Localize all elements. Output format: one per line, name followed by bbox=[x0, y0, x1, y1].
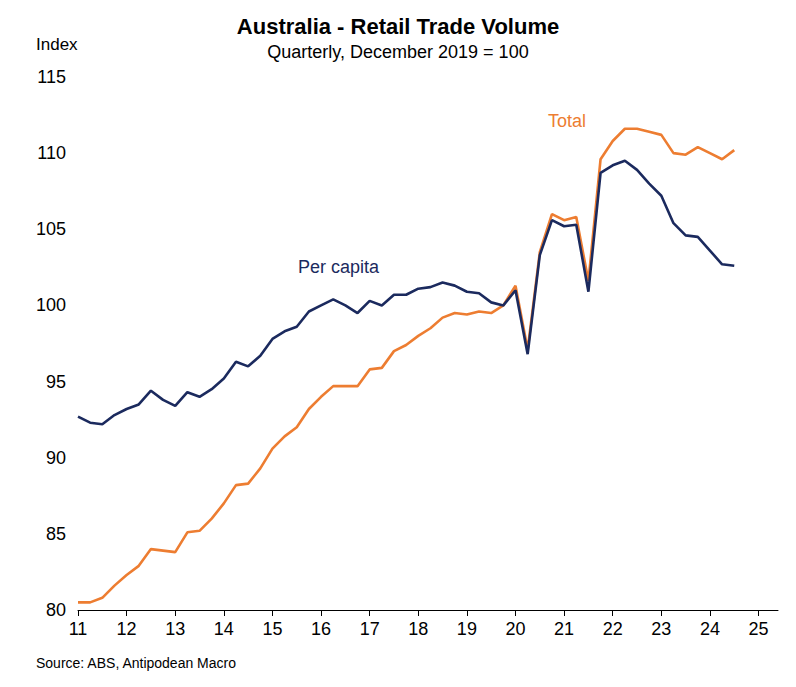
svg-text:24: 24 bbox=[700, 619, 720, 639]
svg-text:Index: Index bbox=[36, 35, 78, 54]
svg-text:15: 15 bbox=[262, 619, 282, 639]
svg-text:19: 19 bbox=[457, 619, 477, 639]
svg-text:12: 12 bbox=[117, 619, 137, 639]
svg-text:20: 20 bbox=[505, 619, 525, 639]
svg-text:115: 115 bbox=[37, 67, 66, 87]
svg-text:90: 90 bbox=[46, 448, 66, 468]
svg-text:100: 100 bbox=[36, 295, 66, 315]
svg-text:17: 17 bbox=[360, 619, 380, 639]
svg-text:Source: ABS, Antipodean Macro: Source: ABS, Antipodean Macro bbox=[36, 655, 236, 671]
svg-text:18: 18 bbox=[408, 619, 428, 639]
svg-text:21: 21 bbox=[554, 619, 574, 639]
svg-text:16: 16 bbox=[311, 619, 331, 639]
svg-text:85: 85 bbox=[46, 524, 66, 544]
svg-text:Total: Total bbox=[548, 111, 586, 131]
svg-text:Per capita: Per capita bbox=[298, 257, 380, 277]
svg-text:23: 23 bbox=[651, 619, 671, 639]
svg-text:14: 14 bbox=[214, 619, 234, 639]
svg-text:110: 110 bbox=[37, 143, 66, 163]
svg-text:95: 95 bbox=[46, 372, 66, 392]
svg-text:22: 22 bbox=[603, 619, 623, 639]
svg-text:11: 11 bbox=[69, 619, 88, 639]
svg-text:Australia - Retail Trade Volum: Australia - Retail Trade Volume bbox=[237, 14, 559, 39]
svg-text:Quarterly, December 2019 = 100: Quarterly, December 2019 = 100 bbox=[267, 42, 528, 62]
svg-text:13: 13 bbox=[165, 619, 185, 639]
svg-text:105: 105 bbox=[36, 219, 66, 239]
svg-text:25: 25 bbox=[749, 619, 769, 639]
svg-text:80: 80 bbox=[46, 600, 66, 620]
